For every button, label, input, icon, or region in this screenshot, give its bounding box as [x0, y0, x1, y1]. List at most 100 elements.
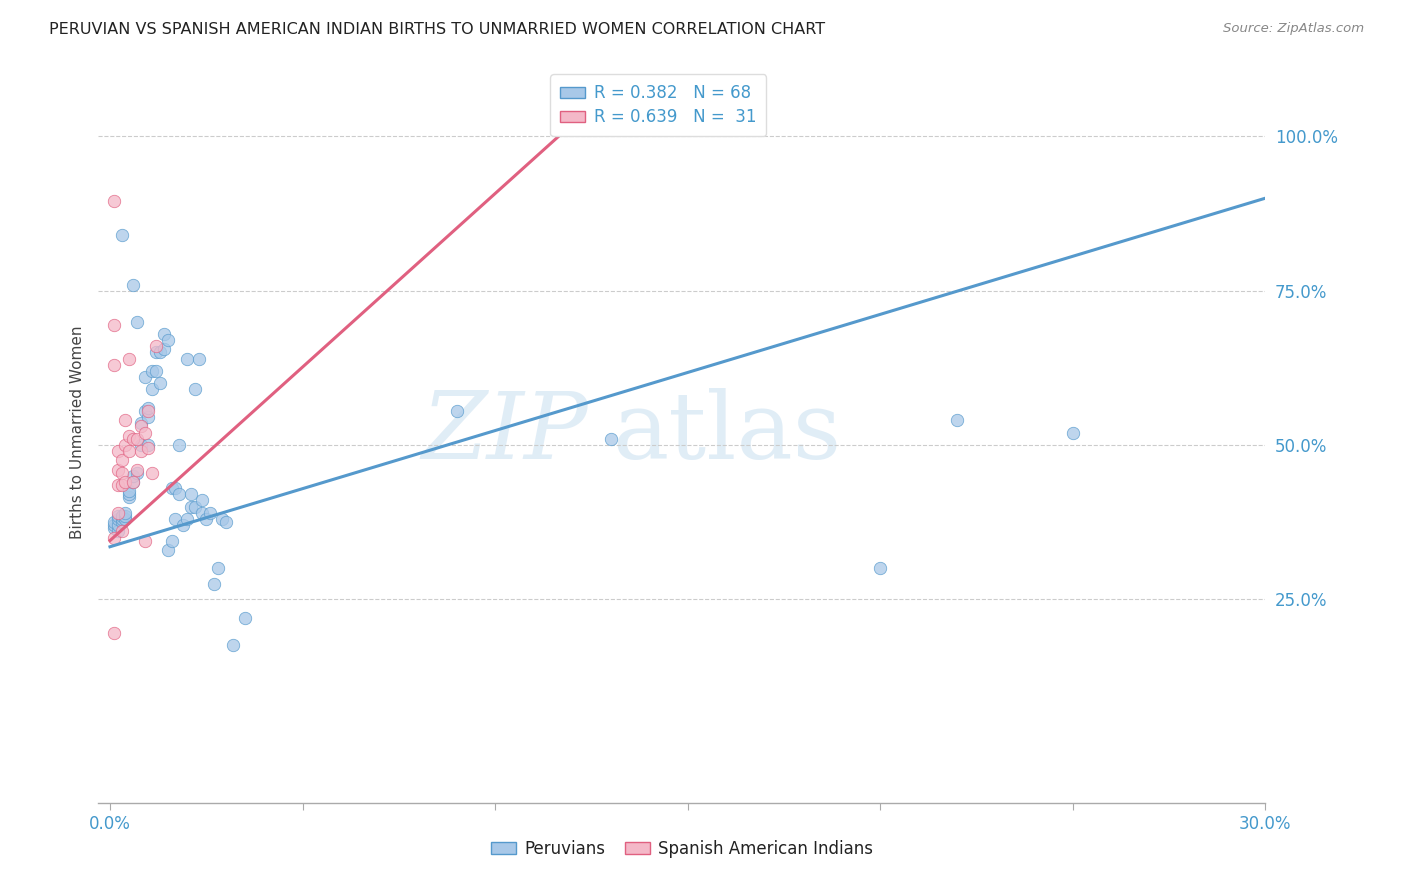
Point	[118, 428, 141, 442]
Point	[118, 351, 141, 366]
Point	[103, 358, 125, 372]
Point	[118, 484, 141, 499]
Point	[138, 401, 160, 415]
Point	[211, 512, 233, 526]
Point	[153, 326, 176, 341]
Point	[114, 506, 136, 520]
Point	[103, 626, 125, 640]
Y-axis label: Births to Unmarried Women: Births to Unmarried Women	[69, 326, 84, 540]
Point	[169, 487, 191, 501]
Point	[946, 413, 969, 427]
Point	[138, 404, 160, 418]
Point	[153, 343, 176, 357]
Point	[149, 376, 172, 391]
Text: PERUVIAN VS SPANISH AMERICAN INDIAN BIRTHS TO UNMARRIED WOMEN CORRELATION CHART: PERUVIAN VS SPANISH AMERICAN INDIAN BIRT…	[49, 22, 825, 37]
Point	[114, 413, 136, 427]
Point	[110, 228, 132, 243]
Point	[214, 515, 236, 529]
Point	[103, 521, 125, 535]
Point	[195, 512, 218, 526]
Point	[107, 506, 129, 520]
Point	[122, 468, 145, 483]
Point	[134, 404, 156, 418]
Point	[191, 493, 214, 508]
Point	[122, 277, 145, 292]
Point	[176, 351, 198, 366]
Point	[103, 318, 125, 332]
Point	[107, 508, 129, 523]
Point	[134, 533, 156, 548]
Point	[165, 512, 187, 526]
Point	[129, 444, 152, 458]
Point	[114, 438, 136, 452]
Point	[110, 512, 132, 526]
Text: atlas: atlas	[612, 388, 841, 477]
Point	[141, 466, 163, 480]
Point	[222, 639, 245, 653]
Point	[134, 370, 156, 384]
Point	[107, 478, 129, 492]
Point	[145, 339, 167, 353]
Point	[207, 561, 229, 575]
Point	[122, 432, 145, 446]
Point	[156, 542, 179, 557]
Point	[110, 515, 132, 529]
Point	[107, 518, 129, 533]
Text: Source: ZipAtlas.com: Source: ZipAtlas.com	[1223, 22, 1364, 36]
Point	[160, 481, 183, 495]
Point	[122, 475, 145, 489]
Point	[107, 512, 129, 526]
Point	[110, 478, 132, 492]
Point	[198, 506, 221, 520]
Point	[107, 444, 129, 458]
Point	[233, 611, 256, 625]
Point	[599, 432, 621, 446]
Text: ZIP: ZIP	[422, 388, 589, 477]
Point	[869, 561, 891, 575]
Point	[103, 518, 125, 533]
Point	[191, 506, 214, 520]
Legend: Peruvians, Spanish American Indians: Peruvians, Spanish American Indians	[484, 833, 880, 865]
Point	[107, 524, 129, 539]
Point	[125, 315, 148, 329]
Point	[183, 383, 205, 397]
Point	[138, 410, 160, 425]
Point	[156, 333, 179, 347]
Point	[202, 576, 225, 591]
Point	[110, 466, 132, 480]
Point	[169, 438, 191, 452]
Point	[129, 417, 152, 431]
Point	[103, 531, 125, 545]
Point	[446, 404, 468, 418]
Point	[180, 500, 202, 514]
Point	[138, 441, 160, 455]
Point	[180, 487, 202, 501]
Point	[1062, 425, 1084, 440]
Point	[125, 462, 148, 476]
Point	[149, 345, 172, 359]
Point	[129, 419, 152, 434]
Point	[129, 438, 152, 452]
Point	[145, 345, 167, 359]
Point	[125, 466, 148, 480]
Point	[110, 453, 132, 467]
Point	[103, 515, 125, 529]
Point	[187, 351, 209, 366]
Point	[183, 500, 205, 514]
Point	[114, 512, 136, 526]
Point	[125, 432, 148, 446]
Point	[118, 491, 141, 505]
Point	[122, 475, 145, 489]
Point	[160, 533, 183, 548]
Point	[138, 438, 160, 452]
Point	[134, 425, 156, 440]
Point	[110, 508, 132, 523]
Point	[145, 364, 167, 378]
Point	[141, 383, 163, 397]
Point	[110, 524, 132, 539]
Point	[165, 481, 187, 495]
Point	[176, 512, 198, 526]
Point	[141, 364, 163, 378]
Point	[118, 487, 141, 501]
Point	[107, 462, 129, 476]
